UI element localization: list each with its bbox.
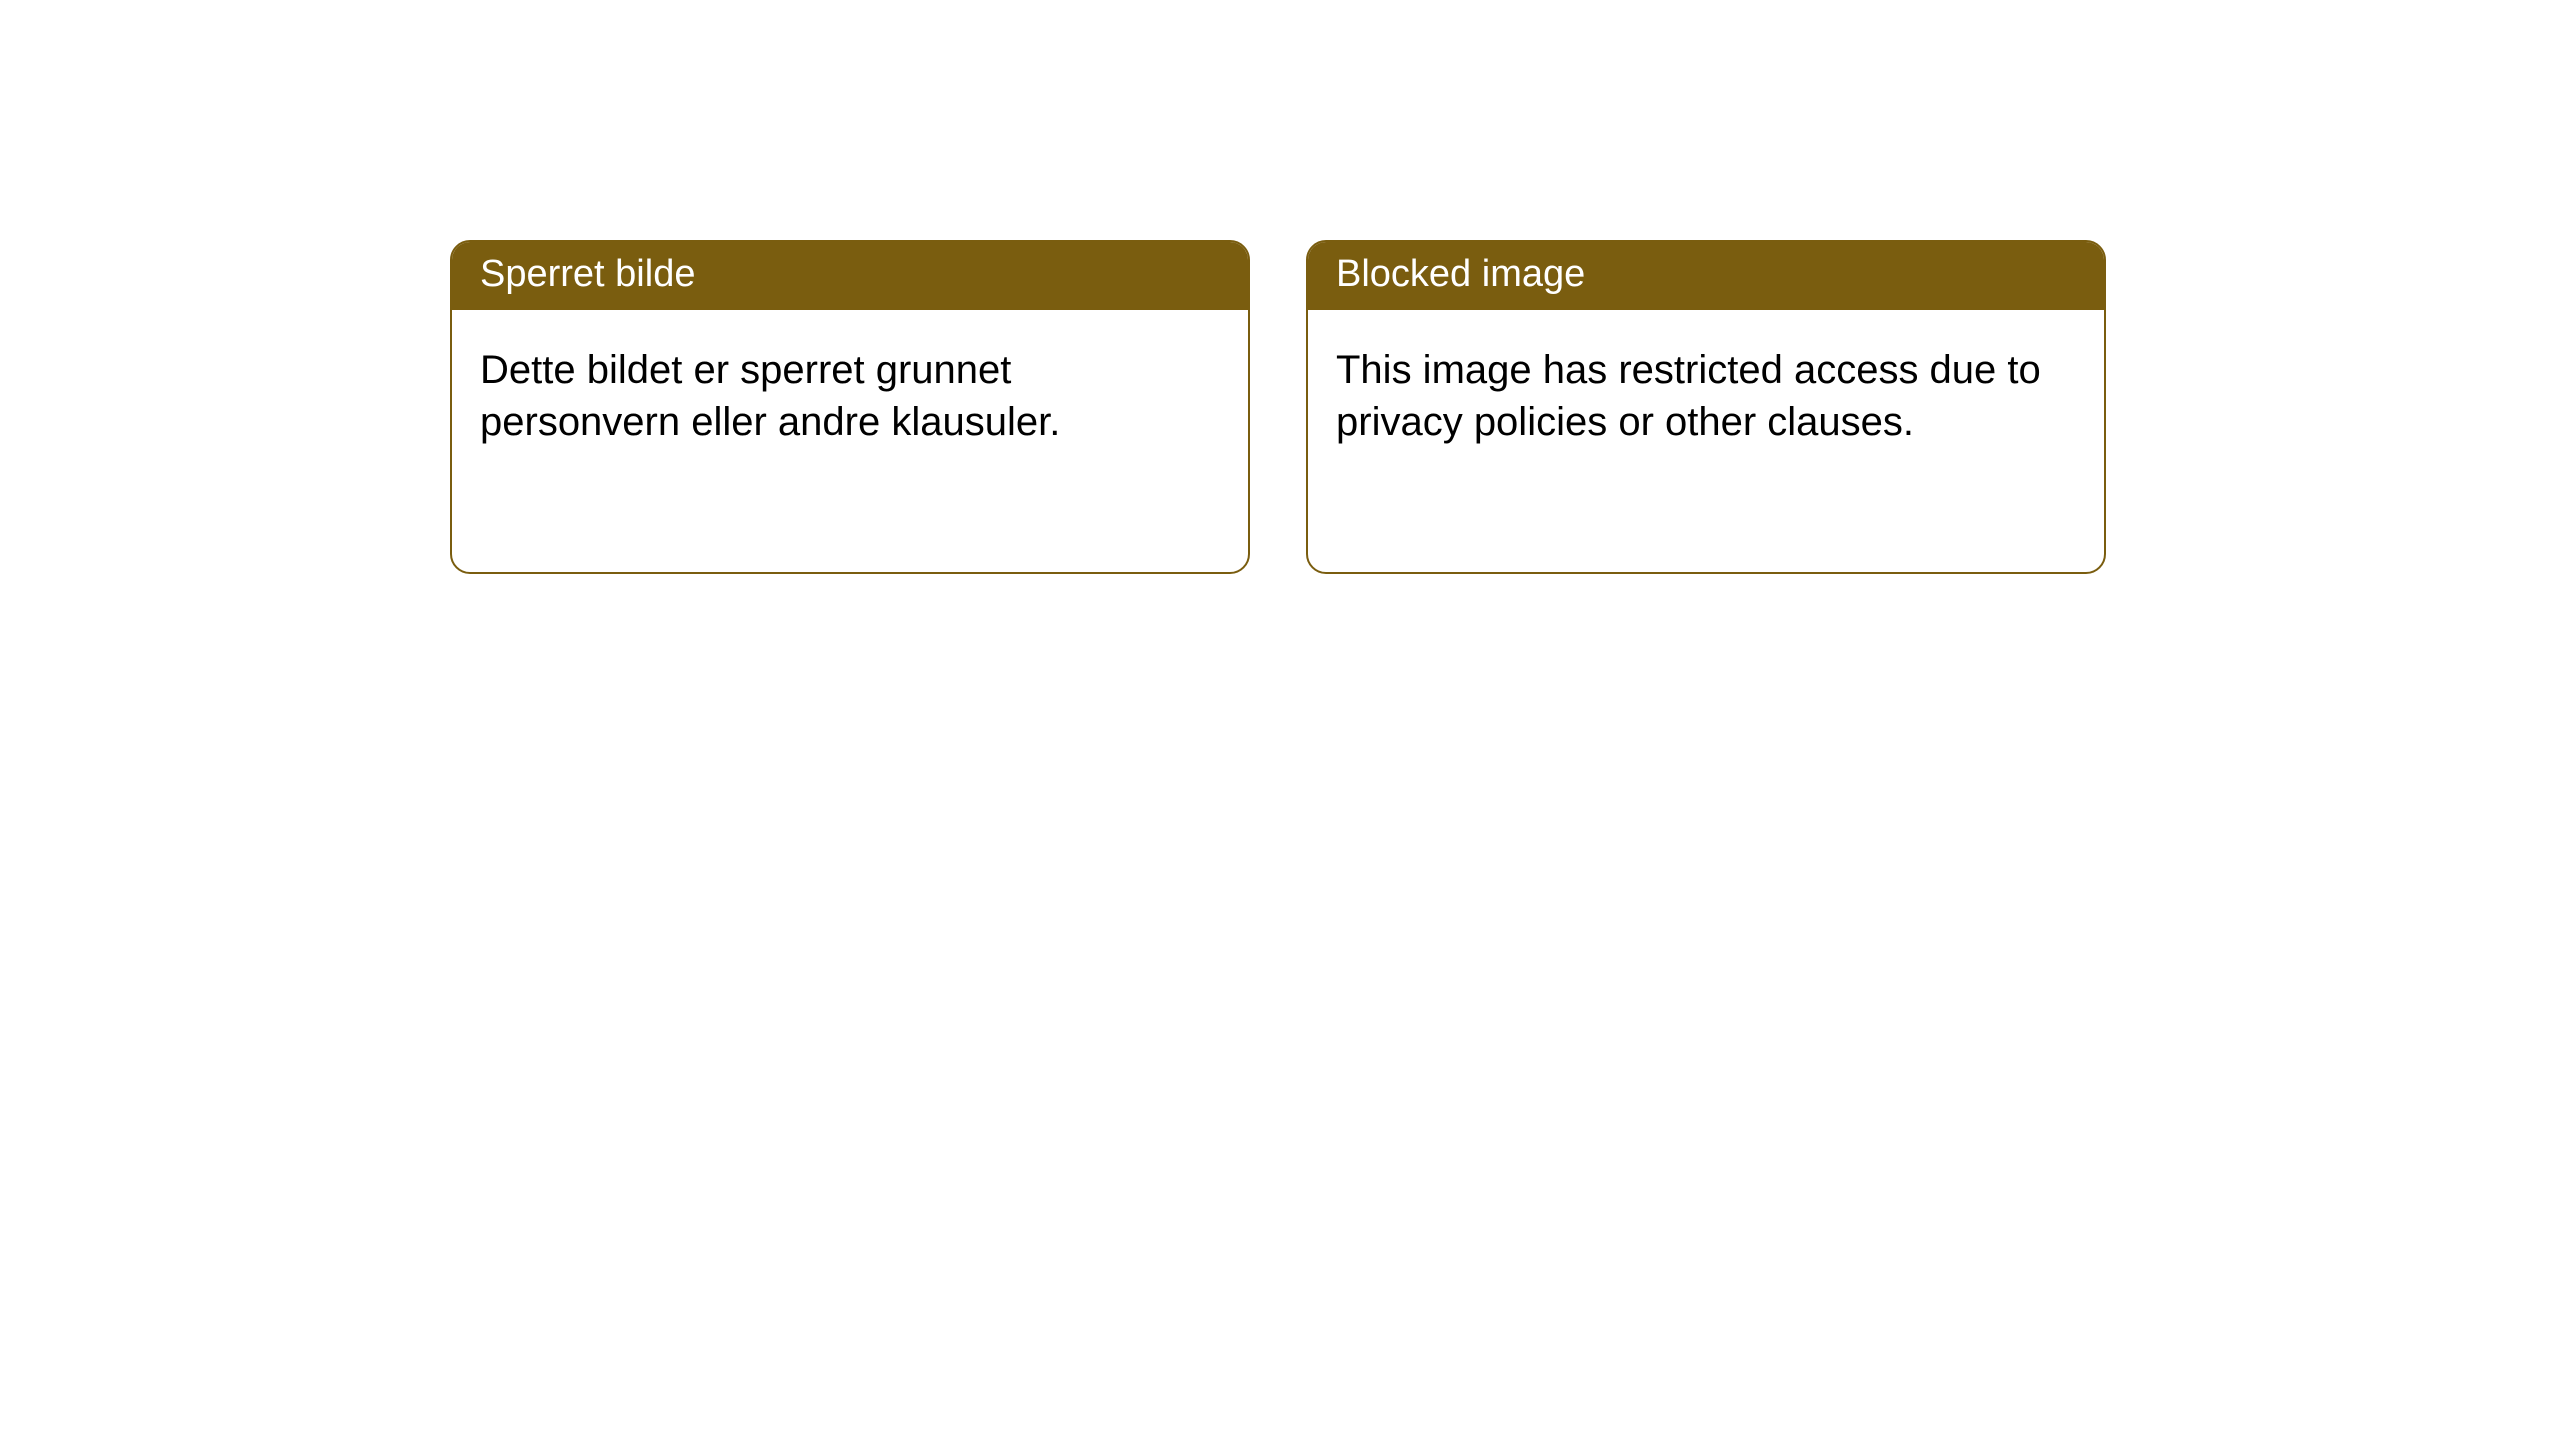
notice-header-norwegian: Sperret bilde xyxy=(452,242,1248,310)
notice-card-english: Blocked image This image has restricted … xyxy=(1306,240,2106,574)
notice-body-english: This image has restricted access due to … xyxy=(1308,310,2104,482)
notice-card-norwegian: Sperret bilde Dette bildet er sperret gr… xyxy=(450,240,1250,574)
notice-header-english: Blocked image xyxy=(1308,242,2104,310)
notice-body-norwegian: Dette bildet er sperret grunnet personve… xyxy=(452,310,1248,482)
notice-container: Sperret bilde Dette bildet er sperret gr… xyxy=(450,240,2106,574)
